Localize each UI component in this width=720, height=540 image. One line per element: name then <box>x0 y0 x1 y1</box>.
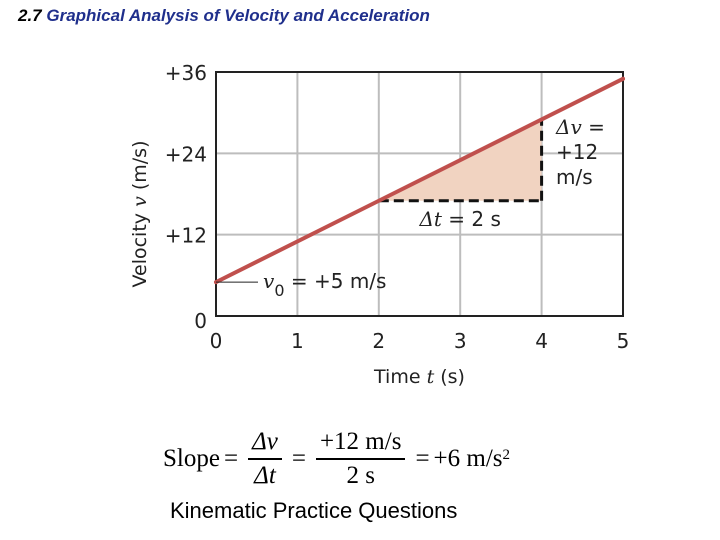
velocity-time-chart: 0 1 2 3 4 5 0 +12 +24 +36 Time t (s) Velocity v (m/… <box>129 61 630 388</box>
velocity-line <box>214 76 625 285</box>
slide-title-text: Graphical Analysis of Velocity and Accel… <box>46 6 430 25</box>
equals-sign-2: = <box>291 445 306 472</box>
slope-exponent: 2 <box>502 446 511 463</box>
v0-label: v0 = +5 m/s <box>263 269 386 300</box>
x-axis-label: Time t (s) <box>373 366 465 388</box>
x-tick-label: 2 <box>372 329 385 353</box>
value-fraction: +12 m/s 2 s <box>315 428 406 490</box>
equals-sign-1: = <box>223 445 239 472</box>
y-tick-label: +24 <box>165 142 207 166</box>
delta-v-label-line3: m/s <box>556 165 593 189</box>
y-tick-label: +36 <box>165 61 207 85</box>
delta-fraction: Δv Δt <box>248 428 282 490</box>
value-numerator: +12 m/s <box>315 428 406 460</box>
slide-title-number: 2.7 <box>18 6 42 25</box>
slope-formula: Slope = Δv Δt = +12 m/s 2 s = +6 m/s 2 <box>163 428 510 490</box>
footer-caption: Kinematic Practice Questions <box>170 498 458 523</box>
slope-result: +6 m/s <box>433 445 503 472</box>
y-axis-label: Velocity v (m/s) <box>129 141 151 288</box>
y-tick-label: +12 <box>165 224 207 248</box>
x-tick-label: 5 <box>617 329 630 353</box>
delta-v-label-line2: +12 <box>556 140 598 164</box>
plot-frame <box>215 71 624 317</box>
delta-t-label: Δt = 2 s <box>418 207 500 231</box>
slope-word: Slope <box>163 445 220 472</box>
value-denominator: 2 s <box>346 462 375 489</box>
delta-t-denominator: Δt <box>254 462 276 489</box>
x-tick-label: 4 <box>535 329 548 353</box>
delta-v-numerator: Δv <box>248 428 282 460</box>
x-tick-label: 1 <box>291 329 304 353</box>
slide-title: 2.7 Graphical Analysis of Velocity and A… <box>18 6 430 26</box>
delta-v-label-line1: Δv = <box>555 115 605 139</box>
x-tick-label: 3 <box>454 329 467 353</box>
equals-sign-3: = <box>415 445 430 472</box>
y-tick-label: 0 <box>194 309 207 333</box>
x-tick-label: 0 <box>210 329 223 353</box>
velocity-point-end <box>621 76 625 81</box>
